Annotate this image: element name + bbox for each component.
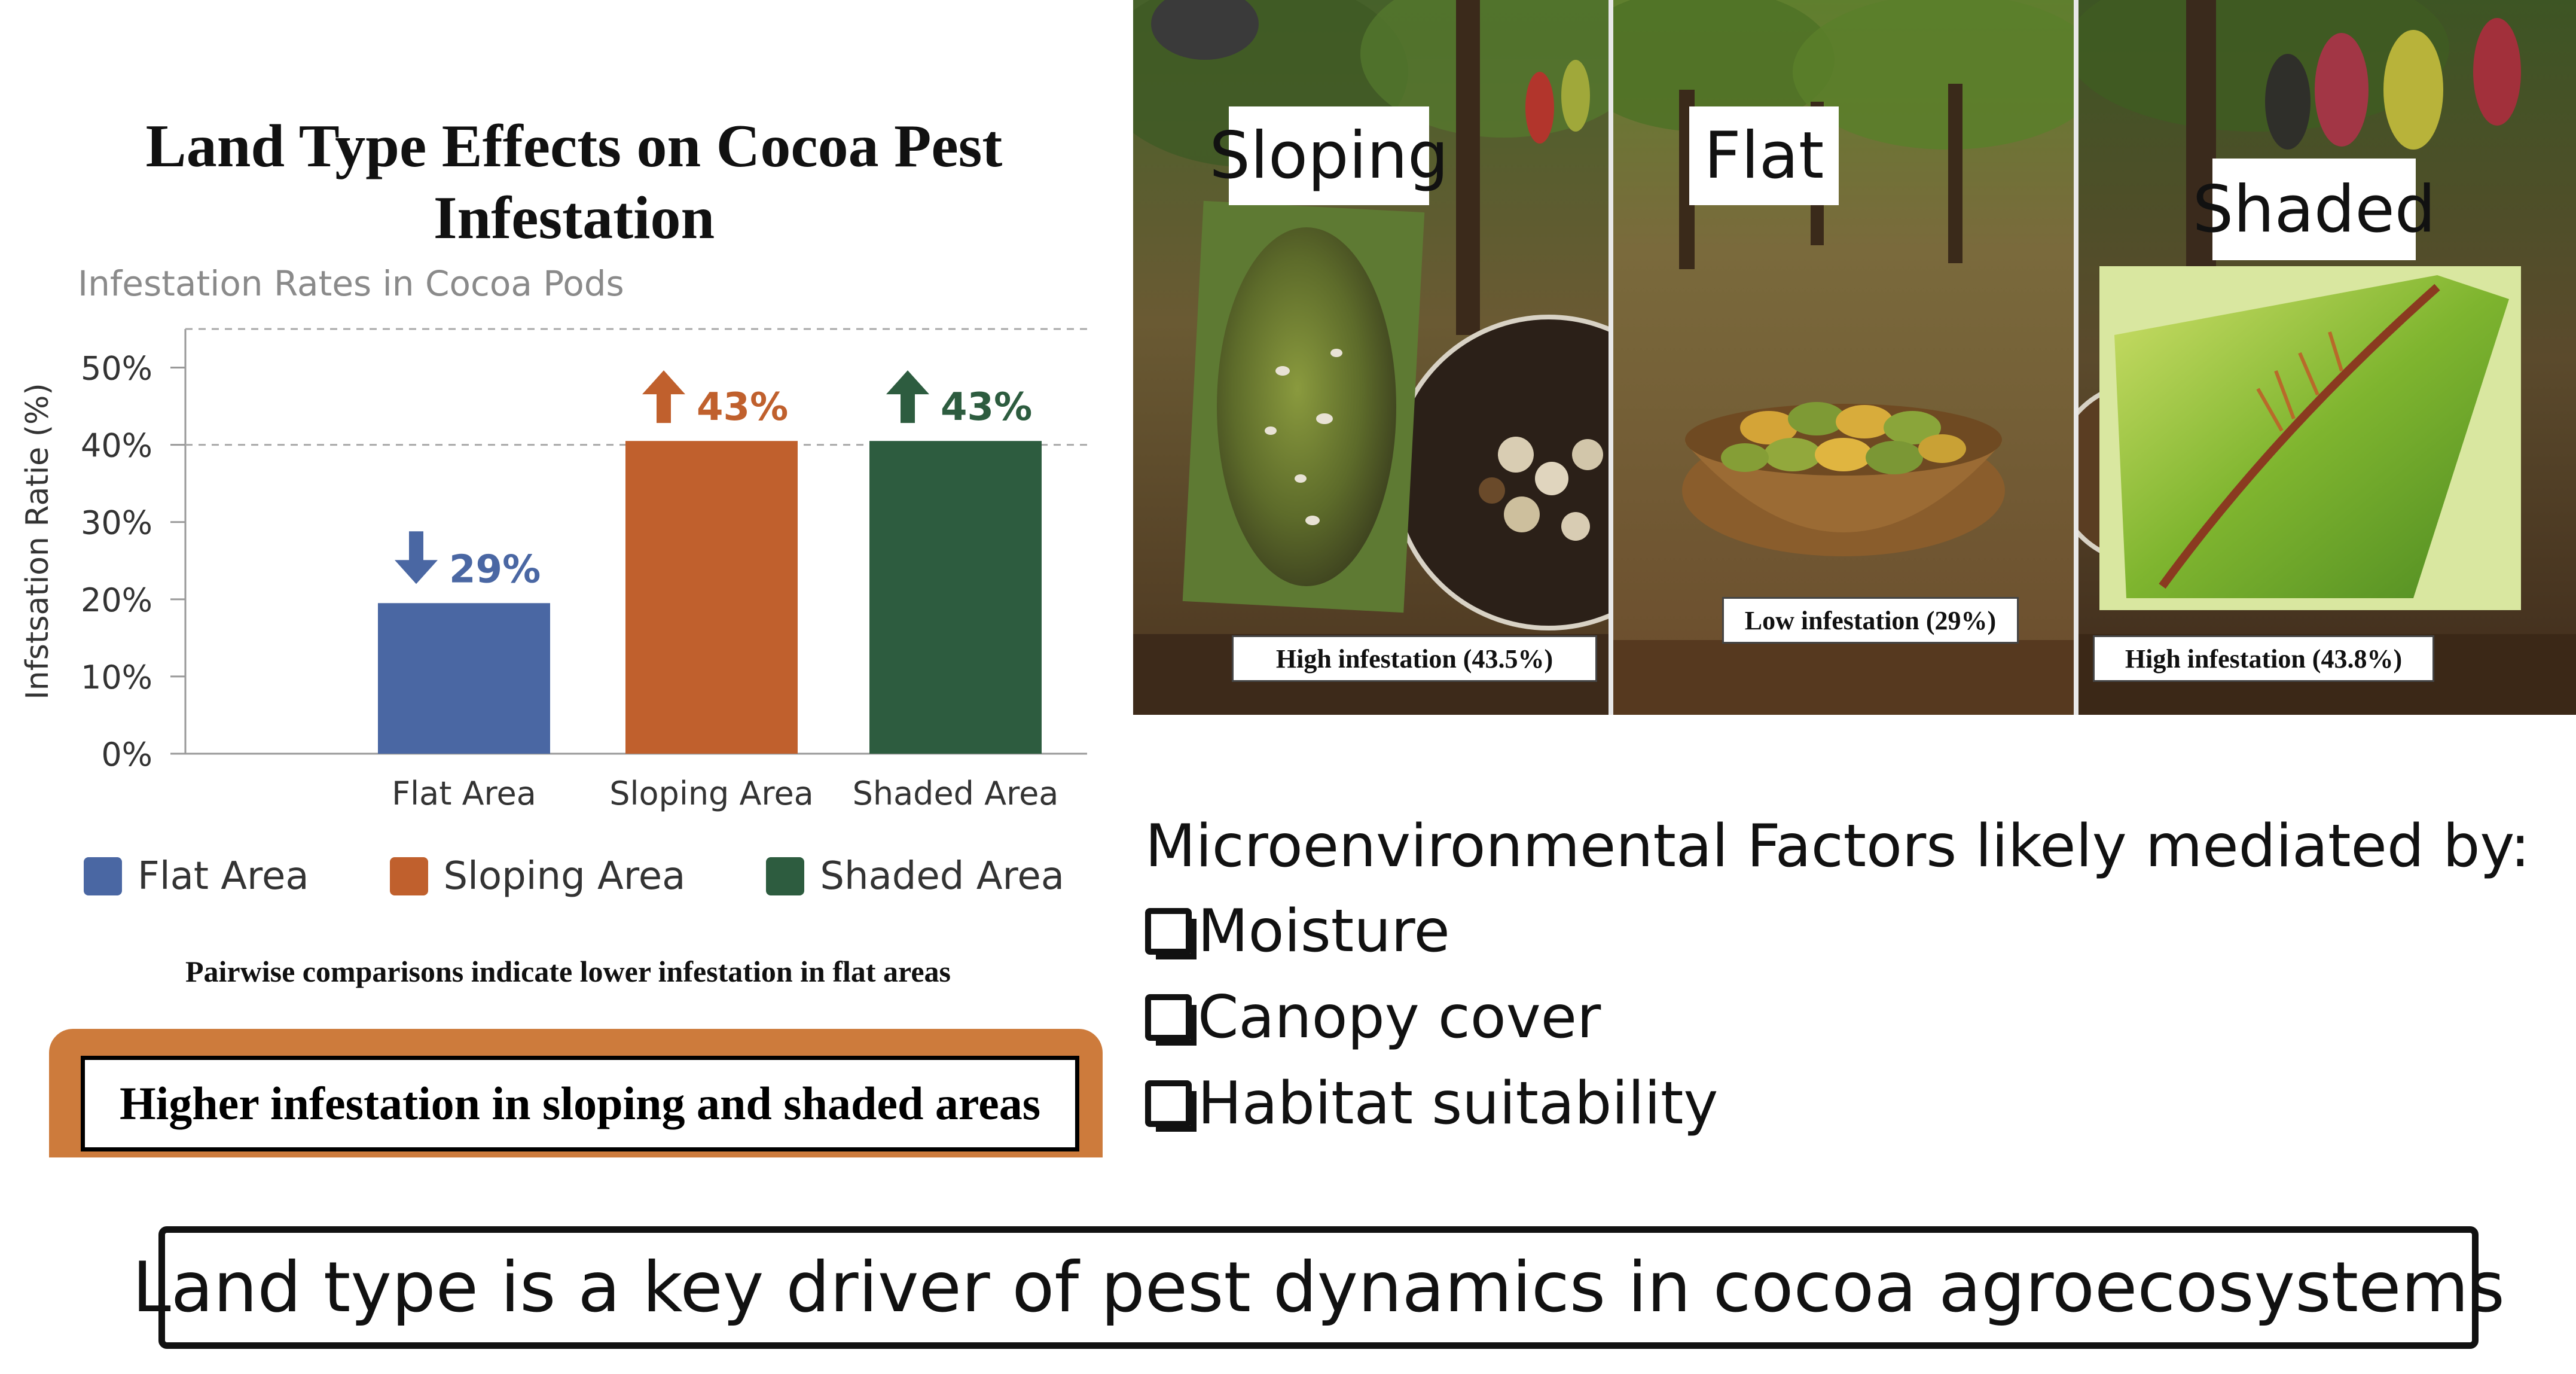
legend-swatch-shaded bbox=[766, 857, 805, 895]
photo-label-shaded: Shaded bbox=[2193, 159, 2435, 260]
photo-caption-shaded: High infestation (43.8%) bbox=[2093, 635, 2434, 682]
factor-item: Canopy cover bbox=[1145, 974, 2530, 1061]
photo-panel: Sloping Flat Shaded High infestation (43… bbox=[1133, 0, 2576, 715]
factor-label: Habitat suitability bbox=[1198, 1070, 1719, 1138]
arrow-up-icon bbox=[886, 370, 929, 424]
y-tick-label: 20% bbox=[81, 581, 152, 619]
legend-label-shaded: Shaded Area bbox=[820, 854, 1064, 898]
factor-item: Moisture bbox=[1145, 888, 2530, 974]
photo-caption-flat: Low infestation (29%) bbox=[1722, 597, 2019, 644]
photo-label-sloping: Sloping bbox=[1209, 106, 1449, 205]
bar-shaded-area bbox=[869, 441, 1042, 754]
checkbox-icon bbox=[1145, 1080, 1197, 1132]
photo-divider bbox=[2074, 0, 2078, 715]
data-label: 29% bbox=[449, 547, 541, 592]
y-axis-label: Infstsation Ratie (%) bbox=[20, 383, 56, 699]
chart-title: Land Type Effects on Cocoa Pest Infestat… bbox=[145, 112, 1003, 252]
factors-section: Microenvironmental Factors likely mediat… bbox=[1145, 805, 2530, 1147]
y-tick-label: 10% bbox=[81, 659, 152, 696]
legend-label-sloping: Sloping Area bbox=[443, 854, 686, 898]
photo-divider bbox=[1609, 0, 1613, 715]
legend-label-flat: Flat Area bbox=[138, 854, 309, 898]
y-tick-label: 50% bbox=[81, 350, 152, 388]
data-label: 43% bbox=[697, 385, 788, 429]
factor-label: Canopy cover bbox=[1198, 983, 1601, 1052]
y-tick-label: 30% bbox=[81, 504, 152, 542]
bar-sloping-area bbox=[625, 441, 798, 754]
data-label: 43% bbox=[941, 385, 1032, 429]
photo-scene-shaded bbox=[2078, 0, 2576, 715]
x-tick-label: Shaded Area bbox=[853, 775, 1059, 812]
legend-swatch-sloping bbox=[389, 857, 428, 895]
chart-panel: Land Type Effects on Cocoa Pest Infestat… bbox=[0, 0, 1124, 1172]
x-tick-label: Sloping Area bbox=[609, 775, 814, 812]
y-tick-label: 40% bbox=[81, 427, 152, 465]
factor-item: Habitat suitability bbox=[1145, 1061, 2530, 1147]
conclusion-banner: Land type is a key driver of pest dynami… bbox=[132, 1226, 2505, 1349]
legend-item-flat: Flat Area bbox=[84, 854, 309, 898]
legend-item-shaded: Shaded Area bbox=[766, 854, 1064, 898]
checkbox-icon bbox=[1145, 908, 1197, 959]
factor-label: Moisture bbox=[1198, 897, 1450, 965]
photo-caption-sloping: High infestation (43.5%) bbox=[1232, 635, 1597, 682]
shaded-scene-illustration bbox=[2078, 0, 2576, 715]
x-tick-label: Flat Area bbox=[392, 775, 536, 812]
chart-note: Pairwise comparisons indicate lower infe… bbox=[185, 955, 951, 988]
legend-swatch-flat bbox=[84, 857, 122, 895]
bar-chart: 0% 10% 20% 30% 40% 50% Infstsation Ratie (%) Fl… bbox=[20, 328, 1087, 812]
arrow-down-icon bbox=[395, 531, 438, 584]
chart-subtitle: Infestation Rates in Cocoa Pods bbox=[78, 263, 624, 304]
factors-heading: Microenvironmental Factors likely mediat… bbox=[1145, 812, 2531, 881]
y-tick-label: 0% bbox=[101, 736, 152, 773]
bar-flat-area bbox=[378, 603, 550, 754]
chart-legend: Flat Area Sloping Area Shaded Area bbox=[84, 849, 1121, 903]
legend-item-sloping: Sloping Area bbox=[389, 854, 686, 898]
photo-label-flat: Flat bbox=[1689, 106, 1839, 205]
callout-box: Higher infestation in sloping and shaded… bbox=[81, 1056, 1079, 1151]
checkbox-icon bbox=[1145, 994, 1197, 1046]
arrow-up-icon bbox=[642, 370, 685, 424]
